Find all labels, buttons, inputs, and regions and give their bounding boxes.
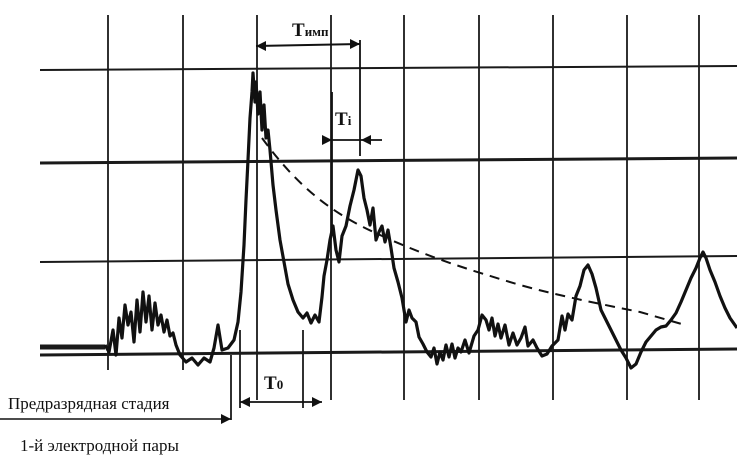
prestage-annotation: Предразрядная стадия 1-й электродной пар… <box>0 394 231 455</box>
t-0-label-main: T <box>264 373 277 394</box>
grid-h-line <box>39 156 737 165</box>
t-i-arrowhead-left <box>322 135 332 145</box>
t-imp-dimension: Tимп <box>255 20 361 156</box>
t-0-arrowhead-right <box>312 397 322 407</box>
prestage-label-line2: 1-й электродной пары <box>20 436 179 455</box>
t-i-label-main: T <box>335 109 348 130</box>
grid-h-line <box>39 255 737 263</box>
prestage-label-line1: Предразрядная стадия <box>8 394 170 413</box>
t-0-dimension: T0 <box>240 373 322 407</box>
prestage-arrowhead <box>221 414 231 424</box>
t-imp-label-sub: имп <box>305 24 329 39</box>
grid-h-line <box>39 65 737 71</box>
t-imp-label-main: T <box>292 20 305 41</box>
decay-envelope-dashed <box>261 137 686 326</box>
t-imp-arrowhead-left <box>256 41 266 51</box>
t-0-label: T0 <box>264 373 283 394</box>
vertical-grid <box>107 15 700 420</box>
t-imp-label: Tимп <box>292 20 329 41</box>
t-i-label: Ti <box>335 109 352 130</box>
t-i-label-sub: i <box>348 113 352 128</box>
t-i-arrowhead-right <box>361 135 371 145</box>
signal-waveform <box>103 71 737 370</box>
t-0-label-sub: 0 <box>277 377 284 392</box>
t-i-dimension: Ti <box>322 92 382 232</box>
grid-h-line <box>39 347 737 357</box>
t-imp-arrowhead-right <box>350 39 360 49</box>
t-0-arrowhead-left <box>240 397 250 407</box>
t-imp-arrow-line <box>255 43 361 47</box>
